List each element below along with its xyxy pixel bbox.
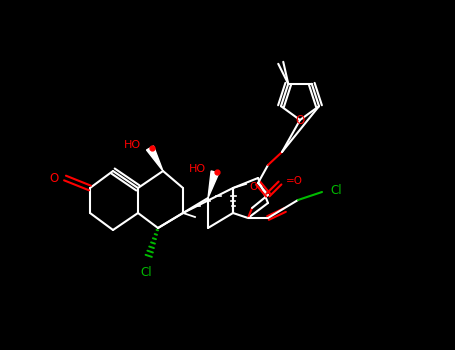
Text: Cl: Cl bbox=[140, 266, 152, 279]
Text: HO: HO bbox=[188, 164, 206, 174]
Polygon shape bbox=[147, 146, 163, 171]
Text: O: O bbox=[50, 173, 59, 186]
Text: =O: =O bbox=[286, 176, 303, 186]
Polygon shape bbox=[208, 171, 219, 198]
Text: O: O bbox=[295, 113, 305, 126]
Text: O: O bbox=[250, 182, 258, 192]
Text: Cl: Cl bbox=[330, 183, 342, 196]
Text: HO: HO bbox=[123, 140, 141, 150]
